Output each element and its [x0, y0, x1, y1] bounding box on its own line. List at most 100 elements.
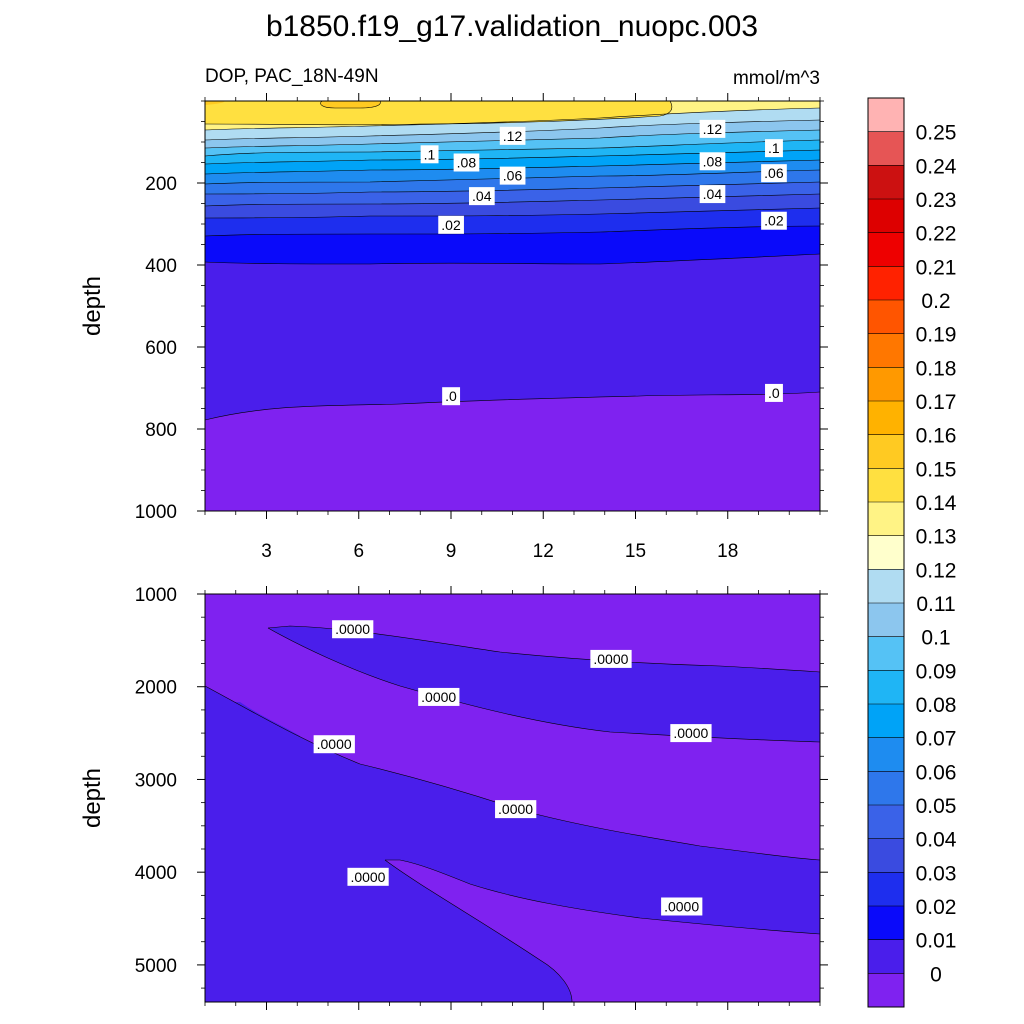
contour-label-text: .06: [764, 165, 784, 181]
contour-label-text: .12: [503, 128, 523, 144]
contour-label-box: [347, 867, 389, 886]
contour-label: .0: [442, 387, 461, 406]
contour-label-text: .0000: [593, 651, 628, 667]
upper-band-130: [205, 101, 672, 125]
lower-contour-labels: .0000 .0000 .0000 .0000 .0000 .0000 .0000 .0000: [313, 620, 712, 916]
chart-title: b1850.f19_g17.validation_nuopc.003: [266, 10, 758, 43]
colorbar-label: 0.18: [916, 357, 957, 380]
contour-label-box: [765, 383, 783, 402]
upper-tick-marks: 3 6 9 12 15 18 200 400 600 800 1000: [135, 93, 828, 562]
colorbar-swatch: [868, 401, 904, 436]
contour-label-text: .0000: [664, 898, 699, 914]
contour-label: .12: [699, 119, 726, 138]
colorbar-swatch: [868, 939, 904, 974]
upper-panel: .12 .12 .1 .1 .08 .08 .06 .06 .04 .04 .02 .02 .0 .0 3…: [79, 93, 828, 562]
lower-band-001-a: [268, 626, 820, 742]
contour-label: .12: [499, 126, 526, 145]
left-subtitle: DOP, PAC_18N-49N: [205, 66, 379, 87]
colorbar-swatch: [868, 333, 904, 368]
contour-label-box: [442, 387, 461, 406]
y-tick-label: 800: [145, 420, 177, 441]
colorbar-swatch: [868, 98, 904, 133]
y-tick-label: 1000: [135, 502, 177, 523]
colorbar-swatch: [868, 636, 904, 671]
contour-label-text: .06: [503, 168, 523, 184]
colorbar-label: 0.06: [916, 761, 957, 784]
contour-label-text: .0000: [498, 801, 533, 817]
contour-label: .0: [765, 383, 783, 402]
contour-label: .0000: [590, 649, 632, 668]
contour-label: .0000: [332, 620, 374, 639]
colorbar-label: 0.23: [916, 189, 957, 212]
y-tick-label: 3000: [135, 770, 177, 791]
contour-label: .04: [469, 187, 495, 206]
y-tick-label: 2000: [135, 678, 177, 699]
contour-label-text: .0000: [317, 736, 352, 752]
contour-label-text: .0: [445, 388, 457, 404]
colorbar-swatch: [868, 906, 904, 941]
colorbar-swatch: [868, 704, 904, 739]
contour-label-text: .04: [472, 188, 492, 204]
contour-label-box: [438, 215, 464, 234]
contour-label-text: .02: [764, 213, 784, 229]
colorbar-label: 0.05: [916, 795, 957, 818]
contour-label: .08: [699, 152, 726, 171]
contour-label-box: [699, 119, 726, 138]
contour-label-box: [499, 166, 526, 185]
contour-label-text: .0000: [335, 621, 370, 637]
x-tick-label: 15: [625, 541, 646, 562]
colorbar-label: 0.14: [916, 492, 957, 515]
colorbar-label: 0.04: [916, 829, 957, 852]
colorbar: 0.25 0.24 0.23 0.22 0.21 0.2 0.19 0.18 0.17 0.16 0…: [867, 97, 957, 1008]
colorbar-swatch: [868, 535, 904, 570]
contour-label-box: [469, 187, 495, 206]
colorbar-label: 0.07: [916, 728, 957, 751]
x-tick-label: 12: [533, 541, 554, 562]
x-tick-label: 3: [261, 541, 272, 562]
colorbar-frame: [867, 97, 905, 1008]
colorbar-label: 0.11: [916, 593, 955, 616]
contour-label: .0000: [661, 897, 703, 916]
y-tick-label: 4000: [135, 863, 177, 884]
contour-label-box: [699, 152, 726, 171]
contour-label-box: [313, 735, 355, 754]
colorbar-label: 0.02: [916, 896, 957, 919]
lower-band-001-b: [205, 686, 820, 1002]
contour-label: .06: [499, 166, 526, 185]
upper-contour-labels: .12 .12 .1 .1 .08 .08 .06 .06 .04 .04 .02 .02 .0 .0: [420, 119, 787, 406]
y-tick-label: 5000: [135, 956, 177, 977]
y-tick-label: 600: [145, 338, 177, 359]
colorbar-label: 0.21: [916, 256, 957, 279]
colorbar-swatch: [868, 771, 904, 806]
colorbar-swatch: [868, 737, 904, 772]
colorbar-swatch: [868, 131, 904, 166]
contour-label: .02: [761, 211, 787, 230]
contour-label-text: .04: [703, 186, 723, 202]
colorbar-label: 0.1: [921, 627, 950, 650]
contour-label-box: [590, 649, 632, 668]
contour-label-box: [765, 139, 783, 158]
contour-label: .0000: [347, 867, 389, 886]
lower-band-010-a: [205, 702, 300, 740]
contour-label-box: [499, 126, 526, 145]
colorbar-swatch: [868, 872, 904, 907]
contour-label-text: .08: [457, 155, 477, 171]
x-tick-label: 9: [446, 541, 457, 562]
contour-label: .1: [420, 145, 439, 164]
contour-label-box: [453, 153, 480, 172]
contour-label: .0000: [670, 724, 712, 743]
colorbar-swatch: [868, 838, 904, 873]
colorbar-label: 0.24: [916, 155, 957, 178]
contour-label-text: .1: [424, 146, 436, 162]
contour-label: .0000: [495, 800, 537, 819]
colorbar-label: 0.15: [916, 458, 957, 481]
colorbar-label: 0.22: [916, 223, 957, 246]
colorbar-swatch: [868, 165, 904, 200]
contour-label: .02: [438, 215, 464, 234]
contour-label-box: [332, 620, 374, 639]
contour-label: .1: [765, 139, 783, 158]
colorbar-label: 0.16: [916, 425, 957, 448]
colorbar-swatch: [868, 973, 904, 1008]
contour-label: .08: [453, 153, 480, 172]
